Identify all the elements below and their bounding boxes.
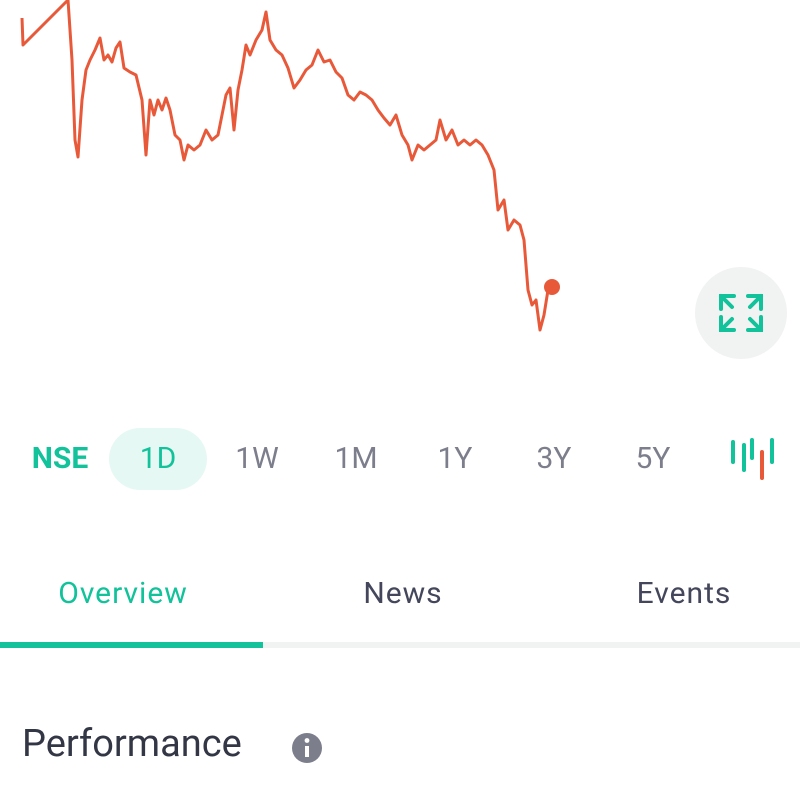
expand-button-bg — [695, 267, 787, 359]
tab-bar: Overview News Events — [58, 576, 732, 611]
range-option[interactable]: 1M — [334, 441, 377, 476]
range-option[interactable]: 1Y — [438, 441, 473, 476]
tab-track — [0, 642, 800, 648]
range-pill — [109, 428, 207, 490]
range-option[interactable]: 5Y — [636, 441, 671, 476]
tab[interactable]: Events — [637, 576, 732, 611]
candle-toggle[interactable] — [731, 438, 774, 480]
tab[interactable]: News — [363, 576, 442, 611]
exchange-label[interactable]: NSE — [32, 441, 89, 476]
expand-button[interactable] — [695, 267, 787, 359]
tab[interactable]: Overview — [58, 576, 188, 611]
info-icon[interactable] — [292, 733, 322, 763]
range-selector: 1D 1W 1M 1Y 3Y 5Y — [109, 428, 670, 490]
range-option[interactable]: 1D — [140, 441, 177, 476]
tab-indicator — [0, 642, 263, 648]
info-icon-stem — [305, 746, 309, 757]
candle-icon — [731, 438, 774, 480]
price-line — [20, 0, 553, 332]
last-price-dot — [544, 279, 560, 295]
section-title: Performance — [22, 722, 242, 766]
expand-icon — [719, 294, 763, 332]
price-chart — [20, 0, 560, 332]
range-option[interactable]: 1W — [235, 441, 278, 476]
range-option[interactable]: 3Y — [537, 441, 572, 476]
info-icon-dot — [304, 738, 310, 743]
